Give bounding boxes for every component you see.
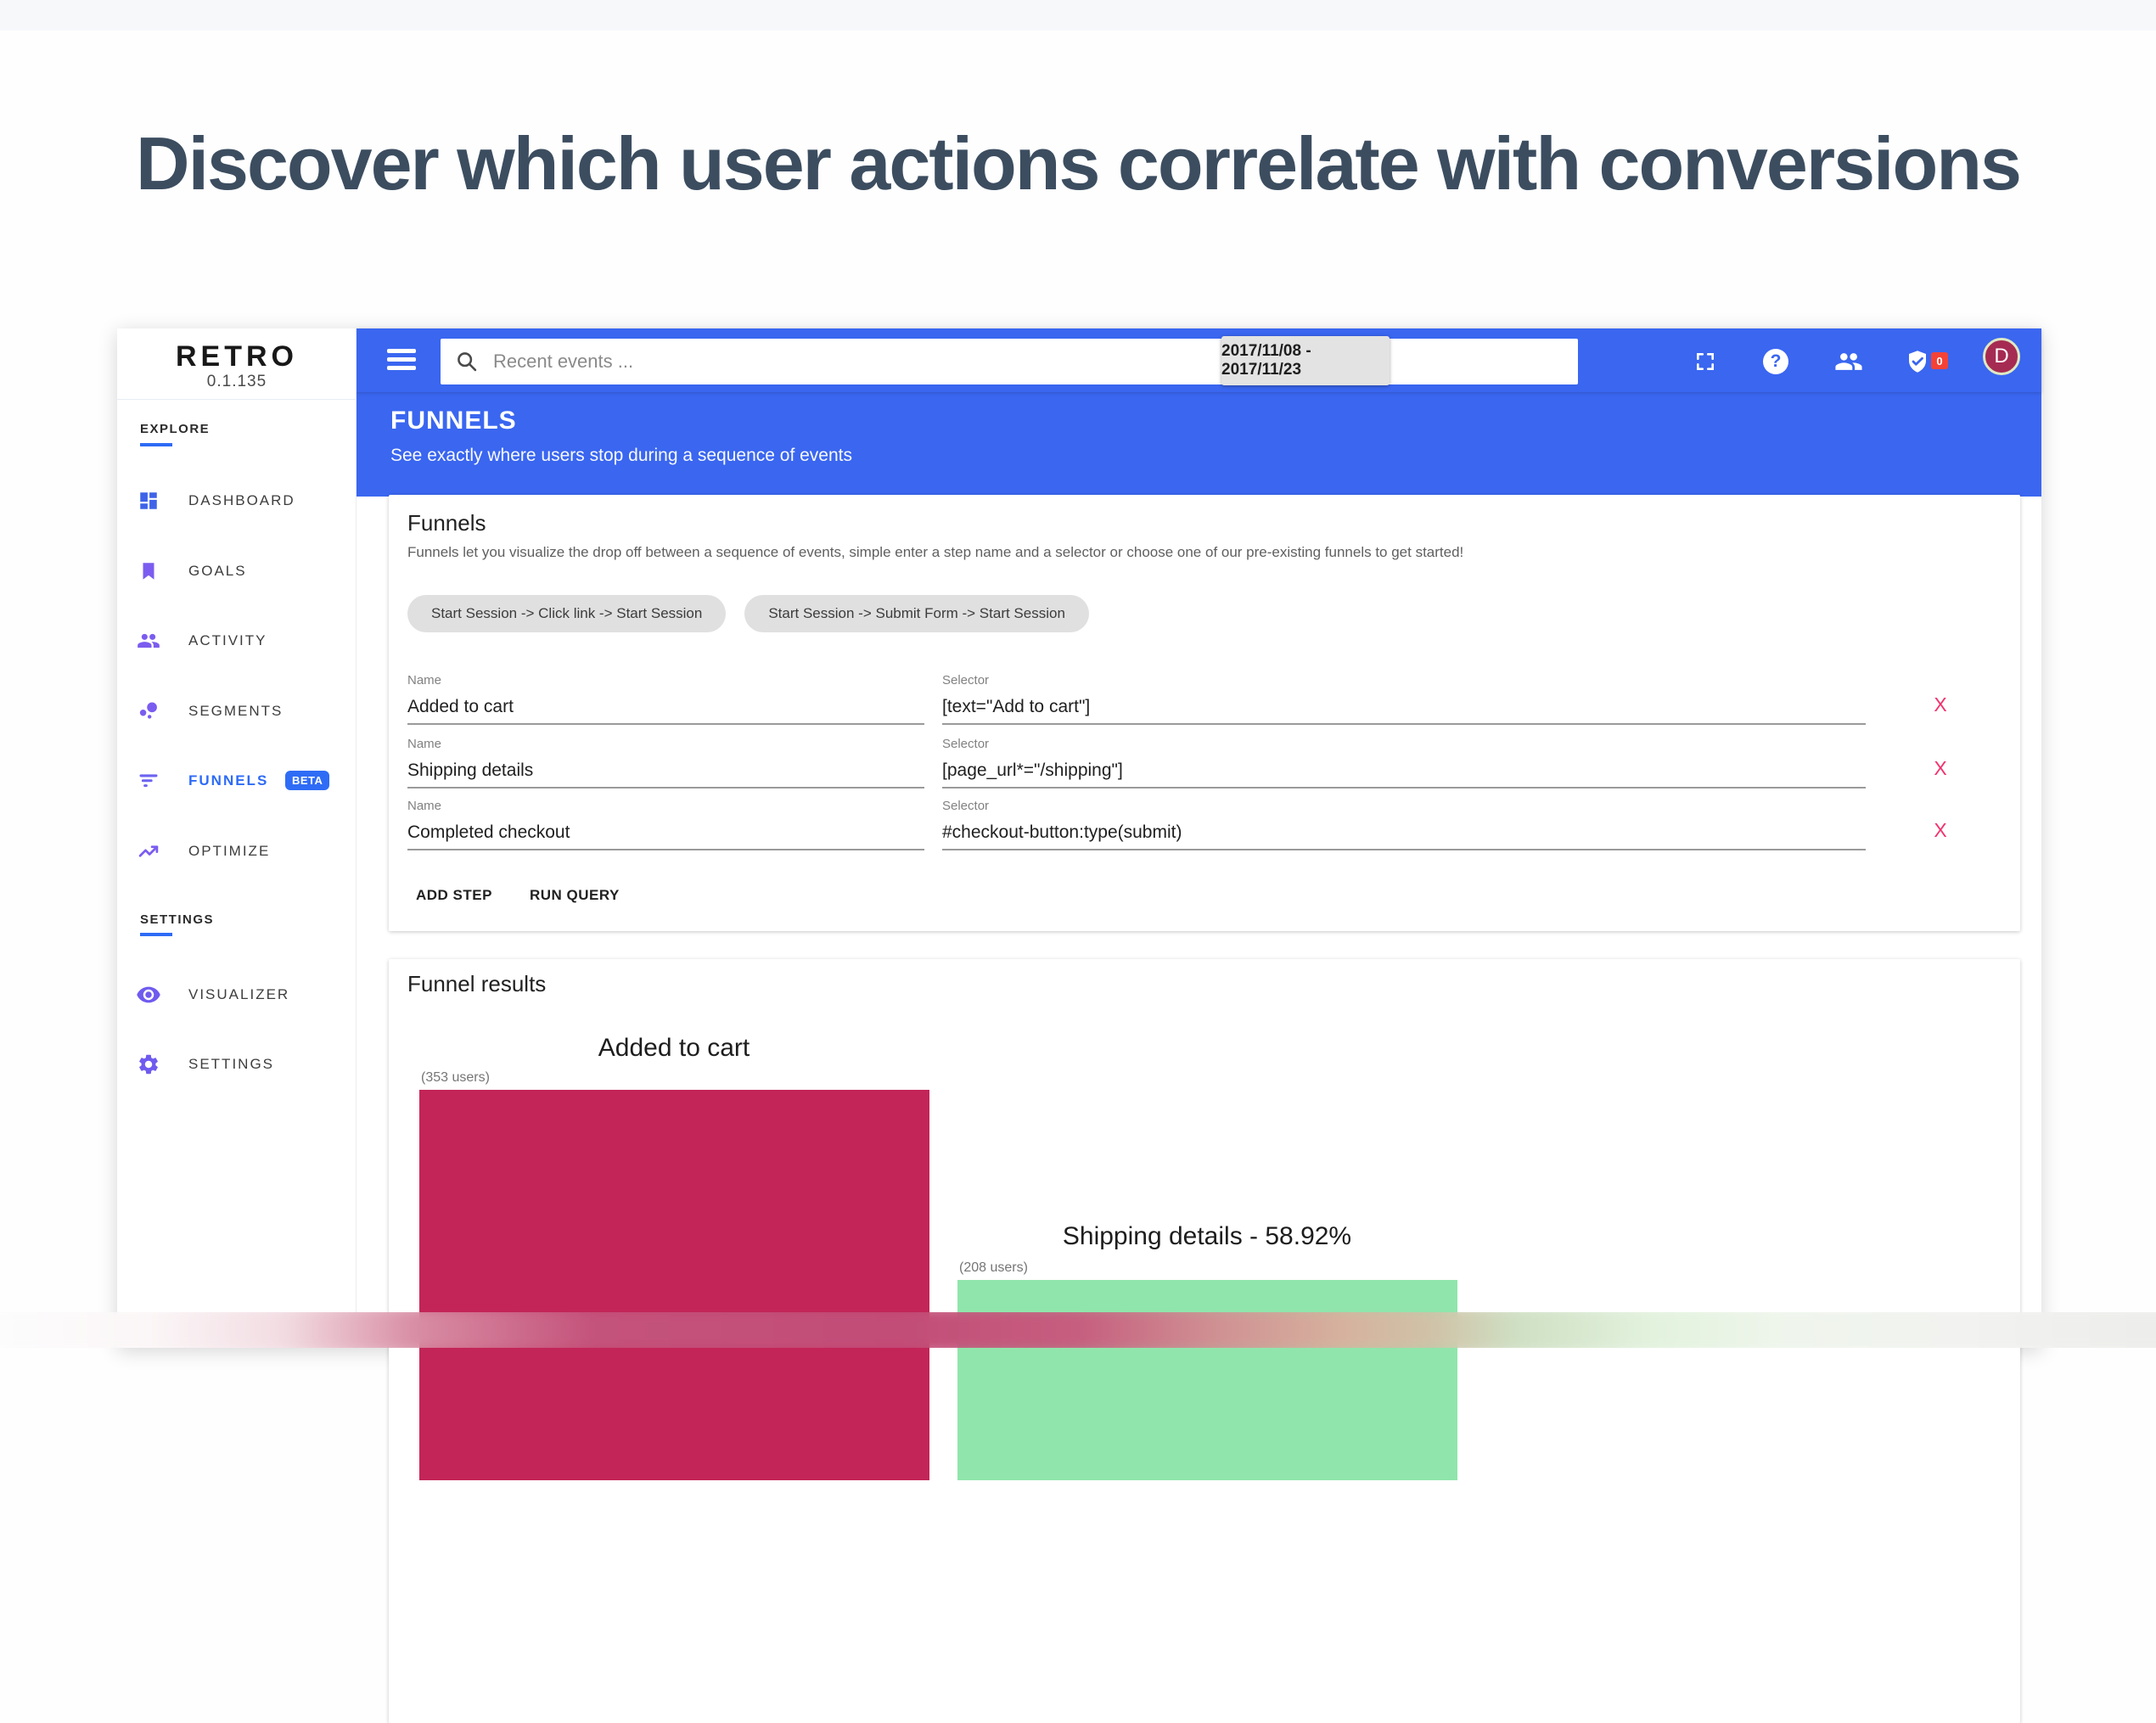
run-query-button[interactable]: RUN QUERY: [530, 887, 620, 903]
date-range-button[interactable]: 2017/11/08 - 2017/11/23: [1221, 336, 1390, 385]
input-underline: [942, 787, 1866, 789]
step-name-input[interactable]: Completed checkout: [407, 822, 570, 842]
add-step-button[interactable]: ADD STEP: [416, 887, 492, 903]
name-label: Name: [407, 799, 442, 813]
dashboard-icon: [136, 488, 161, 514]
sidebar-item-dashboard[interactable]: DASHBOARD: [117, 480, 357, 521]
funnels-card-description: Funnels let you visualize the drop off b…: [407, 544, 1464, 560]
menu-icon[interactable]: [387, 349, 416, 371]
main-area: 2017/11/08 - 2017/11/23 ? 0 D F: [357, 328, 2041, 1723]
step-name-input[interactable]: Shipping details: [407, 760, 534, 780]
search-icon: [455, 350, 479, 373]
gear-icon: [136, 1052, 161, 1077]
people-icon: [136, 628, 161, 654]
page-top-band: [0, 0, 2156, 31]
preset-chips: Start Session -> Click link -> Start Ses…: [407, 595, 1089, 632]
settings-underline: [140, 933, 172, 936]
avatar[interactable]: D: [1983, 338, 2020, 375]
name-label: Name: [407, 673, 442, 688]
topbar: 2017/11/08 - 2017/11/23 ? 0 D: [357, 328, 2041, 392]
input-underline: [942, 849, 1866, 850]
help-icon[interactable]: ?: [1761, 347, 1790, 376]
input-underline: [407, 849, 924, 850]
sidebar: RETRO 0.1.135 EXPLORE DASHBOARD GOALS AC…: [117, 328, 357, 1348]
funnel-bar-shipping-details[interactable]: [957, 1280, 1457, 1480]
sidebar-divider: [117, 399, 357, 400]
eye-icon: [136, 982, 161, 1007]
funnel-step-users: (208 users): [959, 1260, 1028, 1275]
filter-icon: [136, 768, 161, 794]
remove-step-button[interactable]: X: [1934, 757, 1947, 779]
funnels-card: Funnels Funnels let you visualize the dr…: [389, 495, 2020, 931]
sidebar-item-label: SEGMENTS: [188, 703, 284, 719]
step-selector-input[interactable]: [text="Add to cart"]: [942, 697, 1091, 716]
beta-badge: BETA: [285, 771, 330, 790]
app-window: RETRO 0.1.135 EXPLORE DASHBOARD GOALS AC…: [117, 328, 2041, 1723]
funnels-card-title: Funnels: [407, 510, 486, 536]
input-underline: [942, 723, 1866, 725]
sidebar-item-activity[interactable]: ACTIVITY: [117, 620, 357, 661]
sidebar-item-label: GOALS: [188, 563, 247, 579]
input-underline: [407, 723, 924, 725]
selector-label: Selector: [942, 737, 990, 751]
funnel-step-title: Shipping details - 58.92%: [1062, 1222, 1352, 1250]
app-logo: RETRO: [176, 340, 298, 373]
step-selector-input[interactable]: #checkout-button:type(submit): [942, 822, 1182, 842]
sidebar-item-label: FUNNELS: [188, 772, 269, 789]
sidebar-item-label: VISUALIZER: [188, 986, 290, 1002]
notification-badge: 0: [1931, 352, 1948, 369]
preset-chip[interactable]: Start Session -> Submit Form -> Start Se…: [744, 595, 1089, 632]
shield-icon[interactable]: [1903, 347, 1932, 376]
funnel-bar-added-to-cart[interactable]: [419, 1090, 929, 1480]
funnel-results-title: Funnel results: [407, 971, 547, 996]
explore-underline: [140, 443, 172, 446]
step-selector-input[interactable]: [page_url*="/shipping"]: [942, 760, 1123, 780]
sidebar-item-funnels[interactable]: FUNNELS BETA: [117, 760, 357, 801]
sidebar-item-visualizer[interactable]: VISUALIZER: [117, 974, 357, 1015]
sidebar-section-settings: SETTINGS: [140, 912, 215, 927]
page-subtitle: See exactly where users stop during a se…: [390, 446, 852, 465]
sidebar-section-explore: EXPLORE: [140, 422, 211, 436]
app-version: 0.1.135: [206, 373, 267, 390]
step-name-input[interactable]: Added to cart: [407, 697, 514, 716]
search-bar: [441, 339, 1578, 384]
page-title: FUNNELS: [390, 407, 517, 435]
preset-chip[interactable]: Start Session -> Click link -> Start Ses…: [407, 595, 727, 632]
bottom-reflection-strip: [0, 1312, 2156, 1348]
remove-step-button[interactable]: X: [1934, 819, 1947, 841]
sidebar-item-settings[interactable]: SETTINGS: [117, 1044, 357, 1085]
name-label: Name: [407, 737, 442, 751]
input-underline: [407, 787, 924, 789]
bookmark-icon: [136, 558, 161, 584]
sidebar-item-label: OPTIMIZE: [188, 843, 271, 859]
hero-headline: Discover which user actions correlate wi…: [136, 121, 2022, 205]
users-icon[interactable]: [1834, 347, 1863, 376]
sidebar-item-goals[interactable]: GOALS: [117, 551, 357, 592]
sidebar-item-segments[interactable]: SEGMENTS: [117, 691, 357, 732]
funnel-step-users: (353 users): [421, 1070, 490, 1085]
remove-step-button[interactable]: X: [1934, 693, 1947, 716]
selector-label: Selector: [942, 799, 990, 813]
bubbles-icon: [136, 699, 161, 724]
sidebar-item-optimize[interactable]: OPTIMIZE: [117, 831, 357, 872]
trending-icon: [136, 839, 161, 864]
fullscreen-icon[interactable]: [1691, 347, 1720, 376]
funnel-step-title: Added to cart: [598, 1034, 750, 1062]
selector-label: Selector: [942, 673, 990, 688]
sidebar-item-label: DASHBOARD: [188, 492, 295, 508]
sidebar-item-label: ACTIVITY: [188, 632, 267, 648]
sidebar-item-label: SETTINGS: [188, 1056, 275, 1072]
